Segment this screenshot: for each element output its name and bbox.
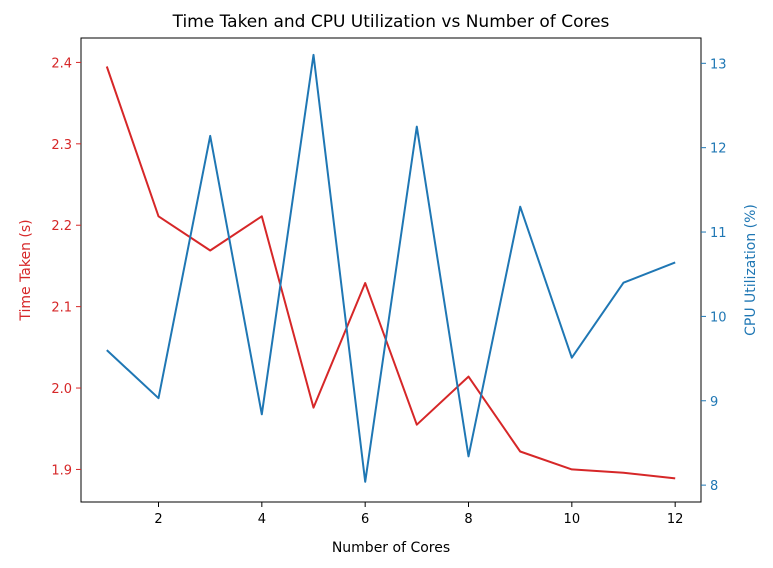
x-tick-label: 2	[154, 512, 162, 527]
right-y-tick-label: 9	[710, 395, 718, 410]
right-y-axis-label: CPU Utilization (%)	[743, 204, 759, 336]
x-tick-label: 8	[464, 512, 472, 527]
right-y-tick-label: 12	[710, 142, 727, 157]
left-y-tick-label: 2.4	[51, 56, 72, 71]
x-tick-label: 12	[667, 512, 684, 527]
left-y-tick-label: 2.0	[51, 382, 72, 397]
left-y-tick-label: 2.1	[51, 301, 72, 316]
x-axis-label: Number of Cores	[332, 540, 450, 556]
right-y-axis: 8 9 10 11 12 13	[701, 57, 727, 494]
x-axis: 2 4 6 8 10 12	[154, 502, 683, 527]
x-tick-label: 10	[564, 512, 581, 527]
right-y-tick-label: 11	[710, 226, 727, 241]
right-y-tick-label: 8	[710, 479, 718, 494]
x-tick-label: 4	[258, 512, 266, 527]
left-y-tick-label: 1.9	[51, 463, 72, 478]
series-line-time-taken	[105, 66, 676, 480]
left-y-tick-label: 2.2	[51, 219, 72, 234]
series-line-cpu-utilization	[106, 53, 676, 483]
right-y-tick-label: 10	[710, 310, 727, 325]
series-layer	[105, 53, 676, 483]
x-tick-label: 6	[361, 512, 369, 527]
right-y-tick-label: 13	[710, 57, 727, 72]
left-y-tick-label: 2.3	[51, 138, 72, 153]
left-y-axis-label: Time Taken (s)	[18, 219, 34, 321]
left-y-axis: 1.9 2.0 2.1 2.2 2.3 2.4	[51, 56, 81, 478]
plot-frame	[80, 37, 702, 503]
chart-title: Time Taken and CPU Utilization vs Number…	[172, 12, 610, 32]
